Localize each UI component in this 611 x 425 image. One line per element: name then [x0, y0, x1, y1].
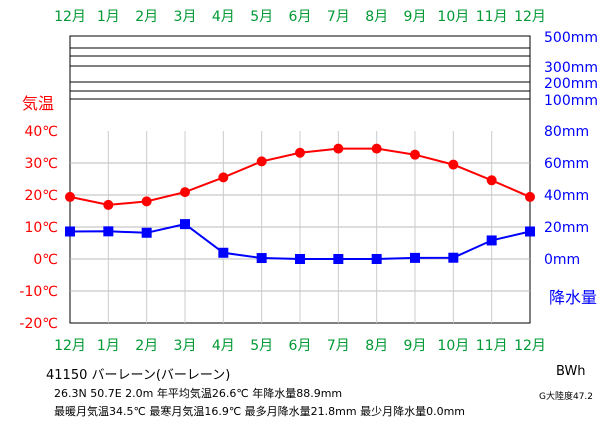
- temperature-point: [218, 172, 229, 183]
- month-label-bottom: 12月: [514, 338, 546, 354]
- temperature-point: [486, 175, 497, 186]
- month-label-top: 7月: [327, 9, 350, 25]
- month-label-top: 5月: [250, 9, 273, 25]
- precipitation-point: [65, 226, 75, 237]
- precip-tick-label: 80mm: [544, 124, 589, 140]
- temperature-point: [180, 187, 190, 198]
- month-label-bottom: 8月: [365, 338, 388, 354]
- month-label-top: 3月: [174, 9, 197, 25]
- month-label-top: 6月: [289, 9, 312, 25]
- precip-tick-label: 200mm: [544, 76, 598, 92]
- temperature-axis-label: 気温: [22, 94, 54, 113]
- month-label-bottom: 5月: [250, 338, 273, 354]
- temperature-point: [371, 143, 382, 154]
- month-label-top: 1月: [97, 9, 120, 25]
- temp-tick-label: -20℃: [19, 316, 58, 332]
- precipitation-point: [410, 252, 420, 263]
- temperature-point: [525, 191, 535, 202]
- precipitation-point: [218, 247, 229, 258]
- precipitation-point: [295, 254, 305, 264]
- month-label-top: 4月: [212, 9, 235, 25]
- precipitation-point: [333, 254, 344, 264]
- month-label-bottom: 6月: [289, 338, 312, 354]
- temperature-point: [103, 199, 114, 210]
- month-label-top: 12月: [514, 9, 546, 25]
- precip-tick-label: 100mm: [544, 93, 598, 109]
- precip-tick-label: 0mm: [544, 252, 580, 268]
- precipitation-point: [141, 227, 152, 238]
- temp-tick-label: 40℃: [24, 124, 58, 140]
- station-stats-2: 最暖月気温34.5℃ 最寒月気温16.9℃ 最多月降水量21.8mm 最少月降水…: [54, 405, 466, 418]
- month-label-bottom: 9月: [404, 338, 427, 354]
- month-label-bottom: 12月: [54, 338, 86, 354]
- temperature-point: [295, 147, 305, 158]
- temperature-point: [65, 191, 75, 202]
- month-label-top: 8月: [365, 9, 388, 25]
- precipitation-point: [256, 253, 267, 264]
- month-label-bottom: 3月: [174, 338, 197, 354]
- temperature-point: [333, 143, 344, 154]
- precipitation-point: [525, 226, 535, 237]
- precipitation-point: [103, 226, 114, 237]
- month-label-bottom: 11月: [476, 338, 508, 354]
- month-label-top: 11月: [476, 9, 508, 25]
- climate-class: BWh: [556, 364, 586, 379]
- continentality-index: G大陸度47.2: [539, 392, 594, 402]
- month-label-bottom: 1月: [97, 338, 120, 354]
- precipitation-point: [486, 235, 497, 246]
- month-label-top: 12月: [54, 9, 86, 25]
- temp-tick-label: -10℃: [19, 284, 58, 300]
- station-stats-1: 26.3N 50.7E 2.0m 年平均気温26.6℃ 年降水量88.9mm: [54, 387, 343, 400]
- precip-tick-label: 60mm: [544, 156, 589, 172]
- temperature-point: [141, 196, 152, 207]
- precipitation-point: [448, 252, 459, 263]
- temp-tick-label: 30℃: [24, 156, 58, 172]
- precip-tick-label: 300mm: [544, 60, 598, 76]
- precipitation-point: [371, 254, 382, 264]
- precip-tick-label: 500mm: [544, 30, 598, 46]
- month-label-top: 2月: [135, 9, 158, 25]
- month-label-top: 9月: [404, 9, 427, 25]
- precipitation-axis-label: 降水量: [549, 288, 597, 307]
- month-label-bottom: 4月: [212, 338, 235, 354]
- month-label-bottom: 7月: [327, 338, 350, 354]
- temp-tick-label: 20℃: [24, 188, 58, 204]
- month-label-bottom: 2月: [135, 338, 158, 354]
- precipitation-point: [180, 219, 190, 230]
- temp-tick-label: 0℃: [33, 252, 58, 268]
- precip-tick-label: 40mm: [544, 188, 589, 204]
- temperature-point: [256, 156, 267, 167]
- temperature-point: [410, 149, 420, 160]
- month-label-top: 10月: [437, 9, 469, 25]
- temp-tick-label: 10℃: [24, 220, 58, 236]
- temperature-point: [448, 159, 459, 170]
- precip-tick-label: 20mm: [544, 220, 589, 236]
- station-name: 41150 バーレーン(バーレーン): [46, 368, 231, 383]
- month-label-bottom: 10月: [437, 338, 469, 354]
